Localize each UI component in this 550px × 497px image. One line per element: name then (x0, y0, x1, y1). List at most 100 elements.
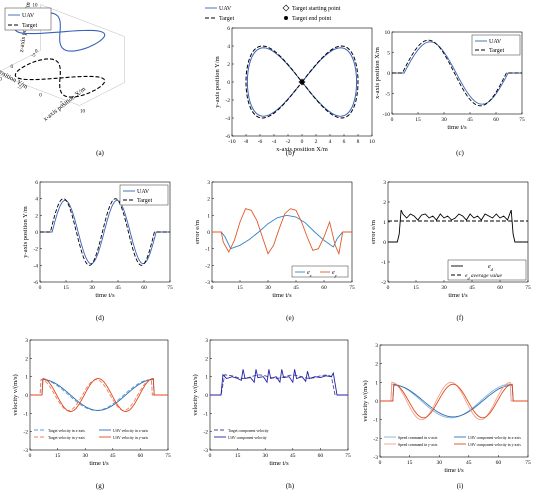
x-tick-label: 75 (525, 460, 531, 466)
legend-label-start: Target starting point (292, 6, 341, 12)
x-tick-label: -5 (17, 86, 22, 91)
x-tick-label: 60 (493, 117, 499, 123)
x-axis-label: time t/s (89, 460, 109, 467)
x-tick-label: 8 (357, 139, 360, 145)
x-tick-label: -4 (272, 139, 277, 145)
y-tick-label: -4 (33, 263, 38, 269)
x-tick-label: 0 (387, 285, 390, 291)
start-point-marker (298, 78, 306, 86)
panel-label: (e) (286, 314, 294, 322)
y-tick-label: 0 (227, 80, 230, 86)
legend-label-target: Target (22, 23, 37, 29)
y-tick-label: -10 (383, 112, 391, 118)
chart-panel-4: (d) 0 15 30 45 60 75 -6 -4 -2 0 2 4 6 time t/s y-axis p… (22, 180, 173, 322)
x-tick-label: -2 (286, 139, 291, 145)
x-tick-label: 30 (89, 285, 95, 291)
x-tick-label: 0 (39, 285, 42, 291)
y-axis-label: y-axis position Y/m (214, 56, 221, 107)
legend-label-1: UAV velocity in x-axis (113, 429, 149, 433)
y-tick-label: 1 (205, 375, 208, 381)
y-tick-label: 3 (205, 338, 208, 344)
y-tick-label: 0 (35, 230, 38, 236)
series-line-0 (392, 41, 522, 105)
series-line-1 (392, 39, 522, 107)
y-tick-label: 1 (375, 380, 378, 386)
x-tick-label: 60 (318, 453, 324, 459)
legend-label-1: UAV component velocity (228, 436, 267, 440)
y-tick-label: 2 (205, 356, 208, 362)
y-tick-label: -2 (203, 430, 208, 436)
y-axis-label: x-axis position X/m (374, 47, 381, 99)
x-tick-label: 0 (29, 453, 32, 459)
legend-label-uav: UAV (489, 39, 502, 45)
x-tick-label: 0 (391, 117, 394, 123)
y-tick-label: -6 (225, 134, 230, 140)
series-line-3 (30, 378, 168, 412)
legend-end-marker (284, 16, 288, 20)
series-line-1 (30, 379, 168, 411)
x-tick-label: 75 (519, 117, 525, 123)
panel-label: (a) (96, 149, 104, 157)
y-axis-label: error e/m (194, 220, 201, 244)
legend-label-ex: ex (307, 270, 312, 278)
legend-label-end: Target end point (292, 16, 331, 22)
legend-box (4, 7, 52, 31)
chart-panel-3: (c) 0 15 30 45 60 75 -10 -5 0 5 10 time t/s x-axis po… (374, 30, 525, 157)
x-tick-label: -8 (244, 139, 249, 145)
legend-label-2: Target velocity in y-axis (48, 436, 85, 440)
y-tick-label: 0 (387, 71, 390, 77)
legend-label-uav: UAV (219, 6, 232, 12)
y-tick-label: -4 (225, 116, 230, 122)
legend-label-3: UAV velocity in y-axis (113, 436, 149, 440)
y-tick-label: -3 (203, 448, 208, 454)
x-tick-label: 75 (525, 285, 531, 291)
panel-label: (d) (96, 314, 105, 322)
x-tick-label: 6 (343, 139, 346, 145)
y-tick-label: -2 (205, 263, 210, 269)
x-tick-label: 75 (165, 453, 171, 459)
y-tick-label: -5 (31, 54, 36, 59)
axis-box-edge (79, 82, 125, 106)
x-tick-label: 60 (321, 285, 327, 291)
z-tick-label: 10 (33, 4, 39, 9)
y-tick-label: 6 (227, 26, 230, 32)
y-tick-label: 3 (25, 338, 28, 344)
chart-panel-5: (e) 0 15 30 45 60 75 -3 -2 -1 0 1 2 3 time t/s error e/… (194, 180, 355, 322)
x-tick-label: -6 (258, 139, 263, 145)
x-tick-label: 45 (469, 285, 475, 291)
x-tick-label: 45 (466, 460, 472, 466)
x-tick-label: 60 (497, 285, 503, 291)
y-tick-label: 2 (227, 62, 230, 68)
x-tick-label: 15 (237, 285, 243, 291)
y-axis-label: velocity v/(m/s) (12, 374, 19, 415)
series-line-1 (40, 198, 170, 266)
legend-start-marker (282, 4, 290, 12)
chart-panel-7: (g) 0 15 30 45 60 75 -3 -2 -1 0 1 2 3 time t/s velocity… (12, 338, 171, 490)
y-tick-label: -1 (23, 411, 28, 417)
x-tick-label: -10 (0, 78, 2, 83)
x-axis-label: time t/s (269, 460, 289, 467)
y-axis-label: velocity v/(m/s) (362, 380, 369, 421)
legend-label-uav: UAV (22, 13, 35, 19)
x-tick-label: 15 (63, 285, 69, 291)
x-tick-label: 45 (110, 453, 116, 459)
x-tick-label: 15 (413, 285, 419, 291)
x-tick-label: 60 (496, 460, 502, 466)
x-tick-label: 15 (55, 453, 61, 459)
y-tick-label: 0 (375, 399, 378, 405)
chart-panel-9: (i) 0 15 30 45 60 75 -3 -2 -1 0 1 2 3 time t/s velocity… (362, 343, 531, 490)
legend-label-uav: UAV (137, 189, 150, 195)
series-line-3 (380, 383, 528, 419)
legend-label-3: UAV component velocity in y-axis (468, 443, 521, 447)
x-tick-label: 30 (82, 453, 88, 459)
y-tick-label: 2 (35, 213, 38, 219)
legend-label-target: Target (137, 198, 152, 204)
series-line-0 (40, 199, 170, 265)
legend-label-0: Speed command in x-axis (398, 436, 438, 440)
series-line-2 (380, 381, 528, 421)
x-tick-label: 30 (441, 285, 447, 291)
y-tick-label: -2 (381, 280, 386, 286)
z-tick-label: 0 (35, 50, 38, 55)
legend-label-ed: ed (488, 264, 494, 272)
plot-frame (387, 181, 529, 283)
